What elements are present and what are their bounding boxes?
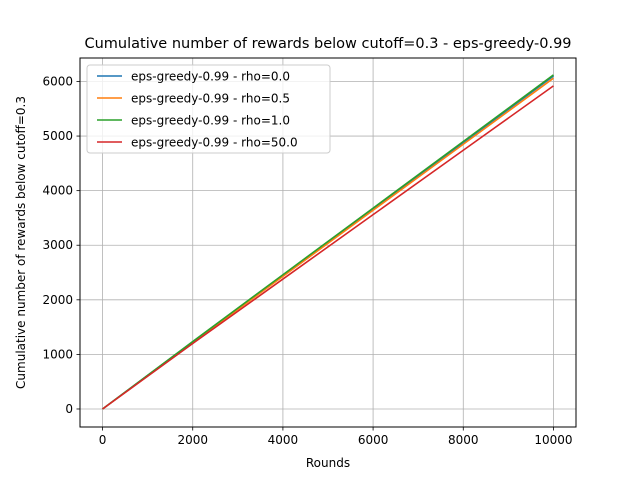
y-axis-label: Cumulative number of rewards below cutof… [14, 96, 28, 389]
x-tick-label: 8000 [448, 433, 479, 447]
x-tick-label: 10000 [534, 433, 572, 447]
y-tick-label: 5000 [42, 129, 73, 143]
legend-box [86, 64, 331, 154]
y-tick-label: 4000 [42, 184, 73, 198]
legend-entry-2: eps-greedy-0.99 - rho=1.0 [131, 114, 290, 128]
x-tick-label: 2000 [177, 433, 208, 447]
y-axis-ticks: 0 1000 2000 3000 4000 5000 6000 [42, 74, 80, 416]
legend-entry-0: eps-greedy-0.99 - rho=0.0 [131, 70, 290, 84]
y-tick-label: 1000 [42, 347, 73, 361]
y-tick-label: 2000 [42, 293, 73, 307]
x-axis-ticks: 0 2000 4000 6000 8000 10000 [99, 427, 573, 447]
y-tick-label: 6000 [42, 74, 73, 88]
legend: eps-greedy-0.99 - rho=0.0 eps-greedy-0.99… [86, 64, 331, 154]
y-tick-label: 3000 [42, 238, 73, 252]
x-tick-label: 4000 [268, 433, 299, 447]
axes-frame [79, 57, 577, 428]
legend-entry-1: eps-greedy-0.99 - rho=0.5 [131, 92, 290, 106]
chart-title: Cumulative number of rewards below cutof… [84, 36, 571, 52]
y-tick-label: 0 [65, 402, 73, 416]
x-tick-label: 6000 [358, 433, 389, 447]
legend-entry-3: eps-greedy-0.99 - rho=50.0 [131, 136, 298, 150]
series-line-3 [102, 85, 554, 410]
x-tick-label: 0 [99, 433, 107, 447]
series-line-2 [102, 74, 554, 410]
series-lines [102, 74, 554, 410]
x-axis-label: Rounds [306, 456, 350, 470]
